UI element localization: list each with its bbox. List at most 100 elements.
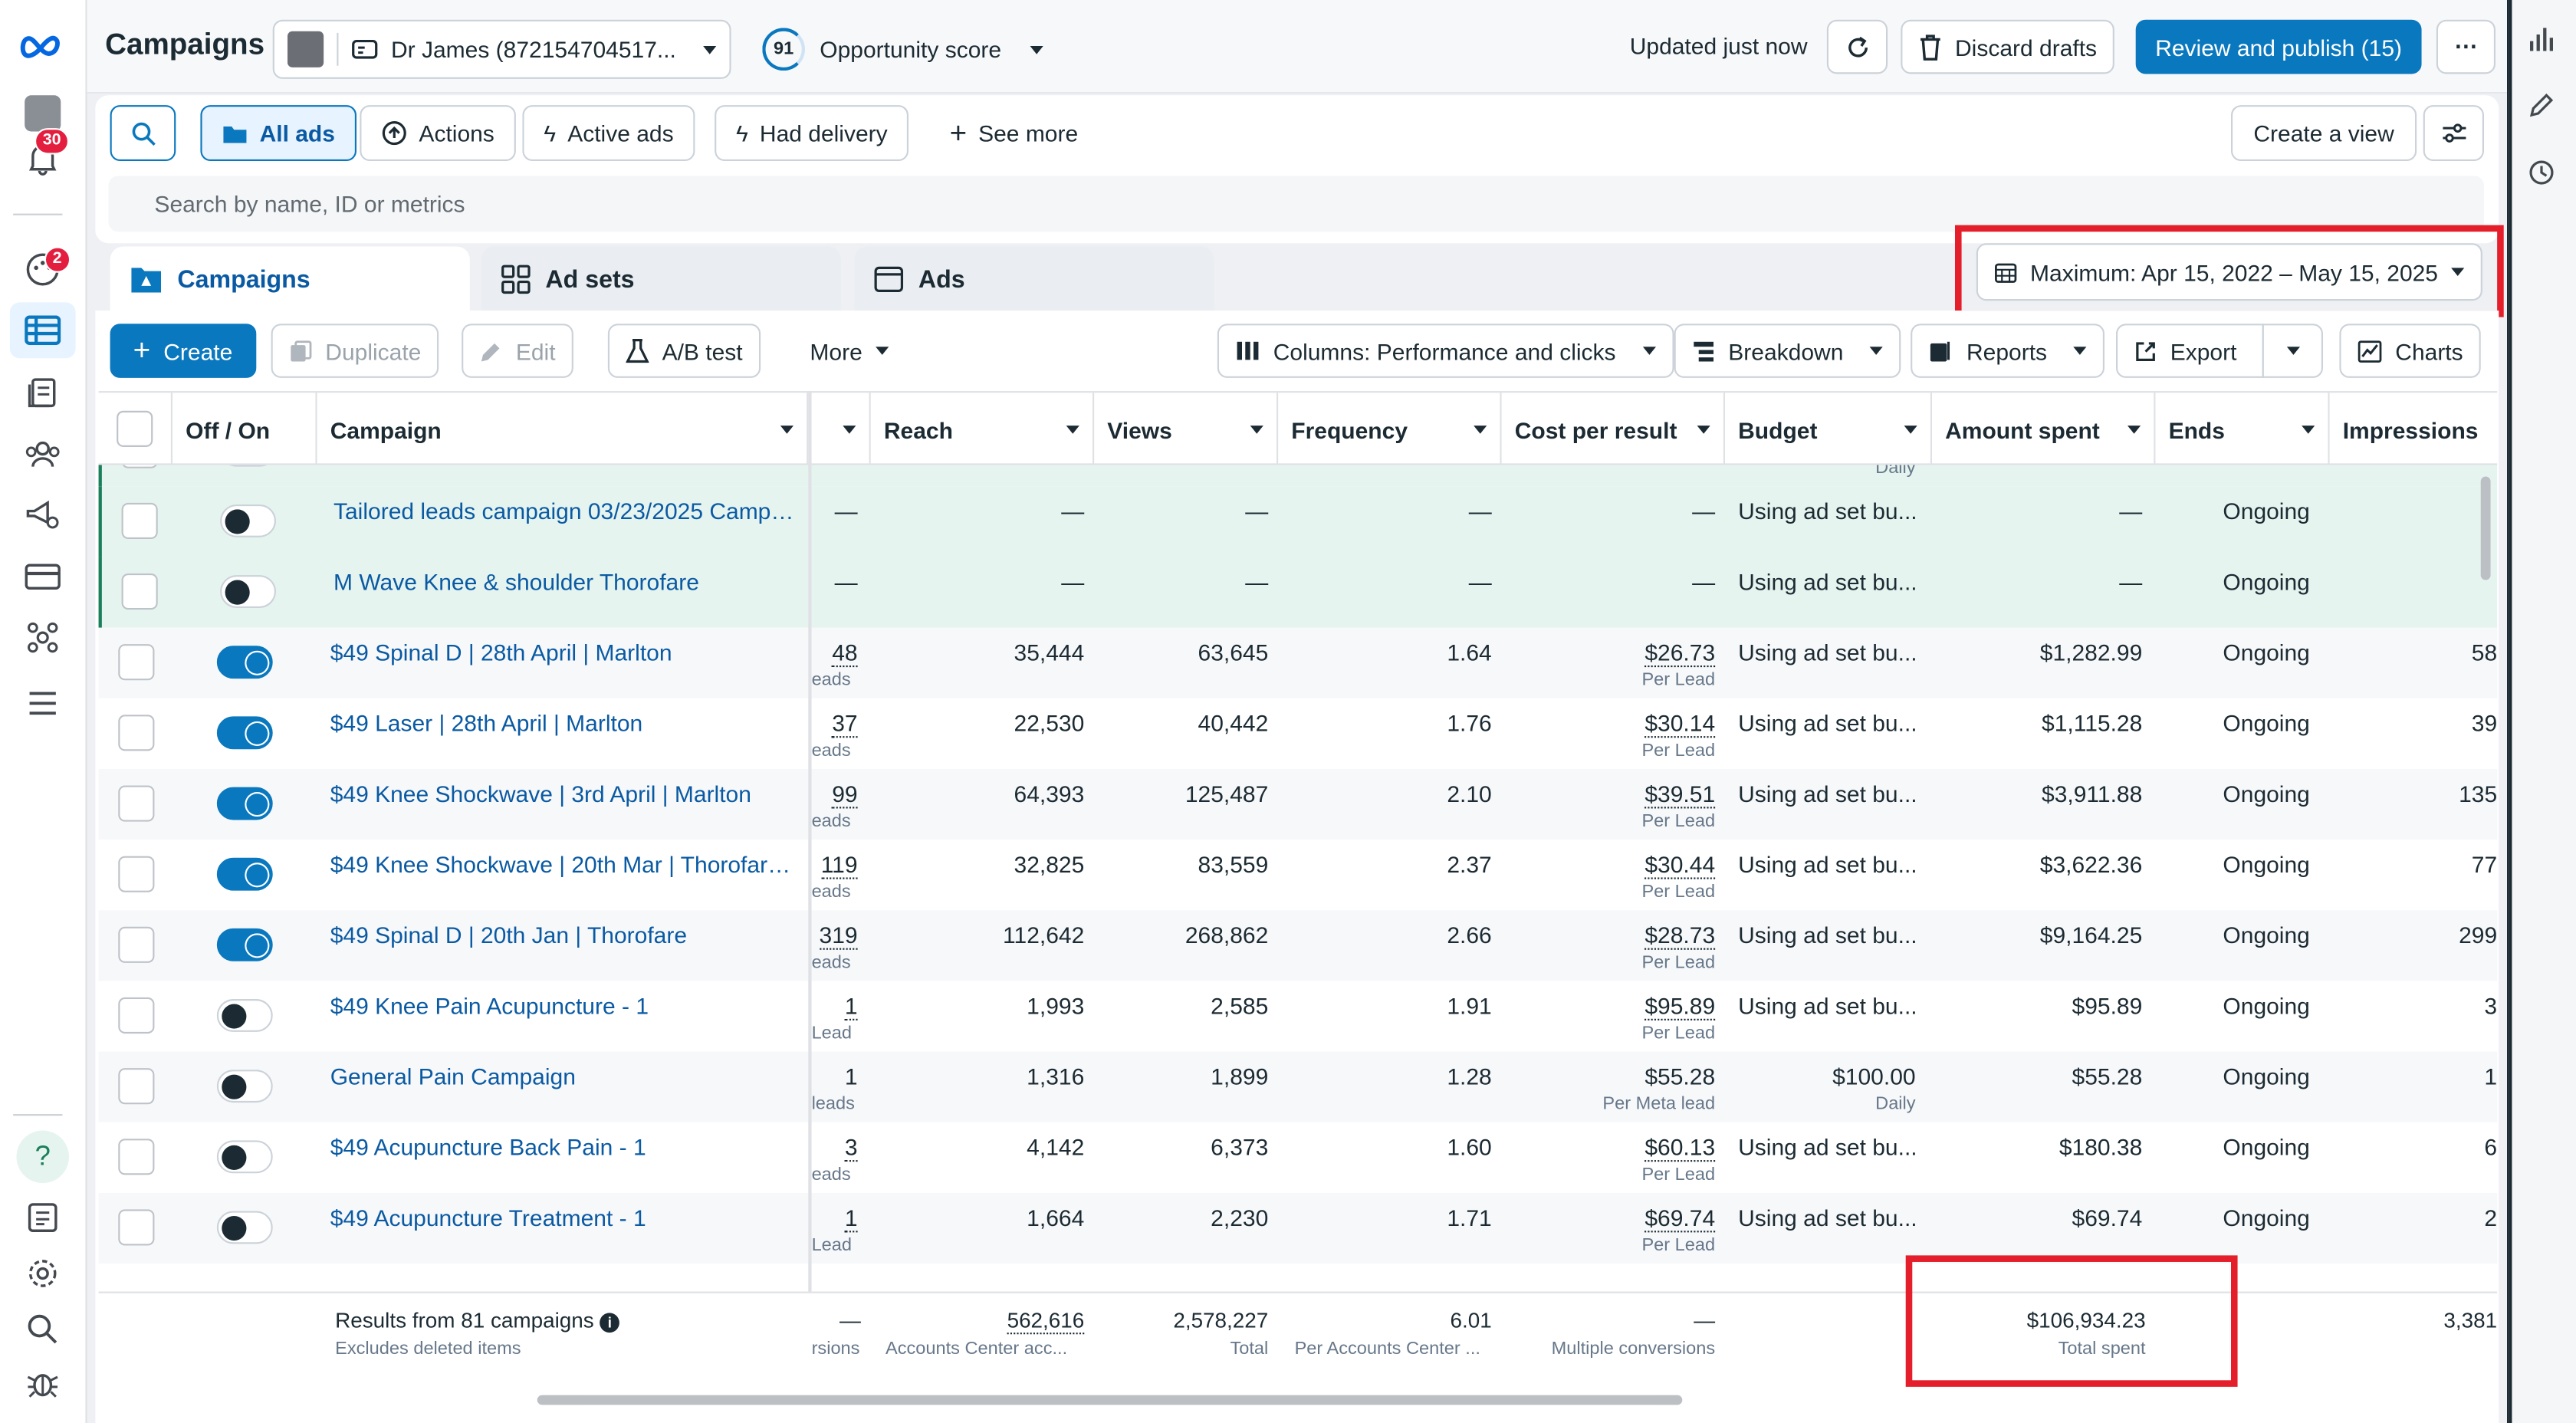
- all-tools-menu-icon[interactable]: [21, 682, 64, 725]
- pencil-edit-icon[interactable]: [2528, 92, 2555, 127]
- news-feed-icon[interactable]: [21, 1196, 64, 1239]
- header-results[interactable]: [812, 393, 871, 467]
- row-checkbox[interactable]: [118, 715, 155, 751]
- meta-logo-icon[interactable]: [20, 25, 63, 67]
- row-toggle[interactable]: [216, 787, 273, 820]
- header-off-on[interactable]: Off / On: [172, 393, 317, 467]
- export-button[interactable]: Export: [2116, 324, 2264, 378]
- row-toggle[interactable]: [216, 646, 273, 679]
- table-grid-icon[interactable]: [21, 309, 64, 352]
- row-checkbox[interactable]: [118, 856, 155, 892]
- row-toggle[interactable]: [220, 504, 276, 537]
- row-toggle[interactable]: [216, 999, 273, 1032]
- header-reach[interactable]: Reach: [871, 393, 1095, 467]
- header-impressions[interactable]: Impressions: [2330, 393, 2498, 466]
- row-toggle[interactable]: [216, 928, 273, 961]
- header-frequency[interactable]: Frequency: [1278, 393, 1502, 467]
- row-checkbox[interactable]: [118, 1068, 155, 1105]
- create-view-button[interactable]: Create a view: [2231, 105, 2417, 162]
- columns-button[interactable]: Columns: Performance and clicks: [1217, 324, 1674, 378]
- filter-all-ads[interactable]: All ads: [200, 105, 356, 162]
- campaign-name-link[interactable]: M Wave Knee & shoulder Thorofare: [334, 568, 699, 595]
- bar-chart-icon[interactable]: [2528, 23, 2555, 61]
- tab-ads[interactable]: Ads: [854, 246, 1214, 313]
- header-campaign[interactable]: Campaign: [317, 393, 809, 467]
- charts-button[interactable]: Charts: [2339, 324, 2482, 378]
- duplicate-button[interactable]: Duplicate: [271, 324, 439, 378]
- megaphone-gear-icon[interactable]: [21, 493, 64, 536]
- campaign-name-link[interactable]: $49 Laser | 28th April | Marlton: [330, 709, 643, 737]
- table-row[interactable]: $49 laser marlton- little James: [98, 465, 812, 487]
- table-row[interactable]: M Wave Knee & shoulder Thorofare: [98, 557, 812, 628]
- search-icon[interactable]: [21, 1308, 64, 1351]
- avatar[interactable]: [25, 95, 61, 132]
- row-checkbox[interactable]: [121, 573, 158, 610]
- row-checkbox[interactable]: [118, 1139, 155, 1175]
- campaign-name-link[interactable]: Tailored leads campaign 03/23/2025 Campa…: [334, 498, 800, 524]
- campaign-name-link[interactable]: General Pain Campaign: [330, 1063, 576, 1089]
- header-budget[interactable]: Budget: [1725, 393, 1932, 467]
- campaign-name-link[interactable]: $49 Acupuncture Treatment - 1: [330, 1204, 646, 1231]
- tab-campaigns[interactable]: Campaigns: [110, 246, 470, 313]
- header-ends[interactable]: Ends: [2155, 393, 2330, 467]
- campaign-name-link[interactable]: $49 Knee Pain Acupuncture - 1: [330, 992, 649, 1019]
- settings-gear-icon[interactable]: [21, 1252, 64, 1295]
- row-checkbox[interactable]: [121, 502, 158, 539]
- more-options-icon[interactable]: ⋯: [2436, 19, 2496, 74]
- help-question-icon[interactable]: ?: [34, 1140, 51, 1172]
- nav-ads-manager-active[interactable]: [9, 302, 76, 359]
- row-toggle[interactable]: [220, 575, 276, 608]
- row-toggle[interactable]: [220, 465, 276, 467]
- discard-drafts-button[interactable]: Discard drafts: [1901, 19, 2115, 74]
- search-toggle-button[interactable]: [110, 105, 176, 162]
- refresh-button[interactable]: [1826, 19, 1888, 74]
- row-checkbox[interactable]: [121, 465, 158, 468]
- review-publish-button[interactable]: Review and publish (15): [2135, 19, 2422, 74]
- row-toggle[interactable]: [216, 1211, 273, 1244]
- row-checkbox[interactable]: [118, 785, 155, 822]
- row-toggle[interactable]: [216, 1070, 273, 1103]
- account-selector[interactable]: Dr James (872154704517...: [272, 19, 731, 79]
- header-cost-per-result[interactable]: Cost per result: [1502, 393, 1725, 467]
- filter-see-more[interactable]: + See more: [928, 105, 1100, 162]
- audiences-icon[interactable]: [21, 432, 64, 475]
- info-icon[interactable]: i: [600, 1313, 620, 1333]
- ab-test-button[interactable]: A/B test: [607, 324, 761, 378]
- pages-icon[interactable]: [21, 371, 64, 414]
- row-checkbox[interactable]: [118, 644, 155, 681]
- row-toggle[interactable]: [216, 857, 273, 891]
- row-checkbox[interactable]: [118, 926, 155, 963]
- header-amount-spent[interactable]: Amount spent: [1932, 393, 2156, 467]
- row-toggle[interactable]: [216, 1140, 273, 1174]
- date-range-picker[interactable]: Maximum: Apr 15, 2022 – May 15, 2025: [1976, 243, 2482, 301]
- breakdown-button[interactable]: Breakdown: [1674, 324, 1901, 378]
- export-dropdown-button[interactable]: [2262, 324, 2323, 378]
- opportunity-score[interactable]: 91 Opportunity score: [762, 28, 1043, 71]
- more-actions-button[interactable]: More: [791, 324, 907, 378]
- filter-actions[interactable]: Actions: [360, 105, 516, 162]
- campaign-name-link[interactable]: $49 Knee Shockwave | 20th Mar | Thorofar…: [330, 851, 797, 878]
- campaign-name-link[interactable]: $49 Spinal D | 20th Jan | Thorofare: [330, 922, 688, 948]
- history-clock-icon[interactable]: [2528, 159, 2555, 194]
- row-checkbox[interactable]: [118, 1209, 155, 1246]
- header-views[interactable]: Views: [1094, 393, 1279, 467]
- create-button[interactable]: + Create: [110, 324, 256, 378]
- tab-ad-sets[interactable]: Ad sets: [481, 246, 842, 313]
- horizontal-scrollbar[interactable]: [537, 1395, 1683, 1405]
- bug-report-icon[interactable]: [21, 1362, 64, 1405]
- row-toggle[interactable]: [216, 716, 273, 750]
- events-manager-icon[interactable]: [21, 616, 64, 659]
- row-checkbox[interactable]: [118, 997, 155, 1034]
- search-input[interactable]: Search by name, ID or metrics: [108, 176, 2485, 232]
- billing-card-icon[interactable]: [21, 555, 64, 598]
- edit-button[interactable]: Edit: [462, 324, 574, 378]
- campaign-name-link[interactable]: $49 Spinal D | 28th April | Marlton: [330, 639, 672, 665]
- campaign-name-link[interactable]: $49 Acupuncture Back Pain - 1: [330, 1133, 646, 1161]
- table-row[interactable]: Tailored leads campaign 03/23/2025 Campa…: [98, 486, 812, 557]
- select-all-checkbox[interactable]: [117, 410, 153, 447]
- filter-active-ads[interactable]: ϟ Active ads: [522, 105, 695, 162]
- campaign-name-link[interactable]: $49 Knee Shockwave | 3rd April | Marlton: [330, 781, 751, 807]
- view-settings-button[interactable]: [2423, 105, 2484, 162]
- vertical-scrollbar[interactable]: [2480, 476, 2491, 580]
- filter-had-delivery[interactable]: ϟ Had delivery: [715, 105, 909, 162]
